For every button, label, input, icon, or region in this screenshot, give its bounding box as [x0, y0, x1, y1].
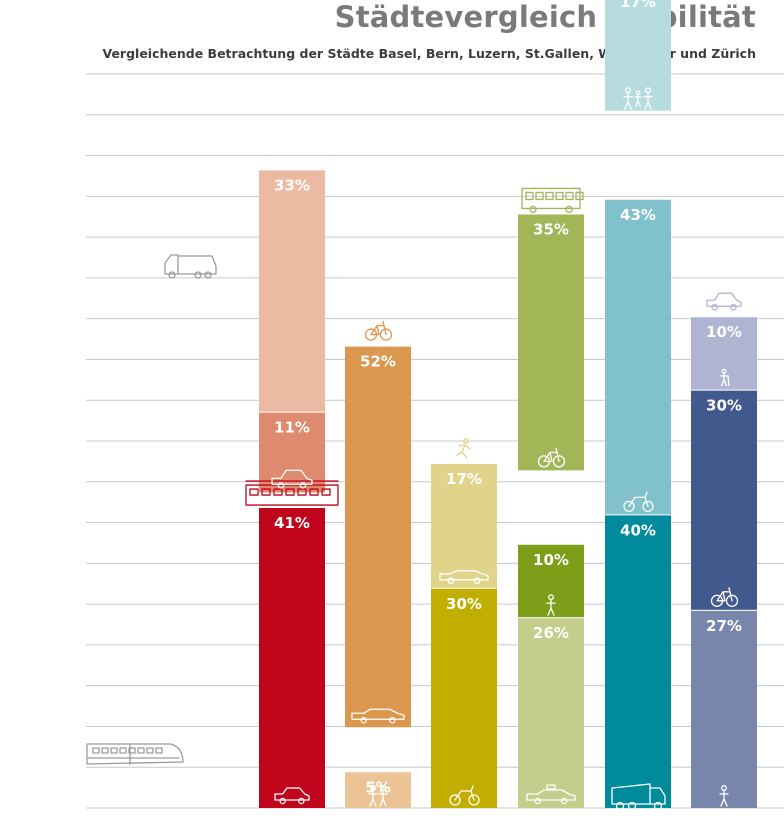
chart-subtitle: Vergleichende Betrachtung der Städte Bas… [102, 46, 756, 61]
segment-value-label: 33% [274, 176, 310, 194]
segment-value-label: 5% [365, 778, 390, 796]
bar-segment [259, 411, 325, 493]
minivan-icon [271, 469, 313, 489]
sedan-icon [351, 708, 405, 724]
small-car-icon [706, 292, 742, 311]
car-icon [274, 787, 310, 805]
bicycle-icon [364, 320, 393, 341]
segment-value-label: 35% [533, 220, 569, 238]
segment-value-label: 43% [620, 206, 656, 224]
bar-segments [259, 0, 757, 808]
segment-value-label: 10% [706, 323, 742, 341]
tram-icon [245, 480, 339, 506]
bar-segment [518, 213, 584, 471]
bar-segment [605, 514, 671, 808]
bar-segment [691, 609, 757, 808]
segment-value-label: 17% [620, 0, 656, 11]
bar-segment [605, 0, 671, 111]
taxi-icon [526, 784, 576, 805]
bar-segment [259, 169, 325, 412]
segment-value-label: 10% [533, 551, 569, 569]
bar-segment [345, 345, 411, 728]
segment-labels: 41% 11% 33% 5% 52% 30% 17% 26% 10% 35% 40% 43% 17% 27… [274, 0, 742, 796]
transport-icons [86, 87, 742, 811]
garbage-truck-icon [164, 254, 217, 279]
cement-truck-icon [611, 783, 666, 811]
bar-segment [431, 587, 497, 808]
moped-icon [623, 491, 654, 513]
segment-value-label: 30% [706, 397, 742, 415]
segment-value-label: 17% [446, 470, 482, 488]
scooter-icon [537, 447, 566, 468]
bar-segment [518, 617, 584, 808]
couple-icon [368, 785, 388, 807]
bar-segment [691, 389, 757, 610]
segment-value-label: 11% [274, 419, 310, 437]
segment-value-label: 52% [360, 353, 396, 371]
walking-cane-icon [720, 368, 730, 387]
walking-person-icon [719, 785, 729, 807]
segment-value-label: 41% [274, 514, 310, 532]
city-bike-icon [710, 587, 739, 607]
bar-segment [259, 507, 325, 808]
bar-segment [605, 198, 671, 515]
motorcycle-icon [449, 785, 480, 806]
train-icon [86, 743, 184, 765]
bar-segment [345, 771, 411, 808]
segment-value-label: 40% [620, 521, 656, 539]
chart-title: Städtevergleich Mobilität [334, 0, 756, 34]
sportscar-icon [439, 570, 489, 585]
family-icon [623, 87, 653, 110]
segment-value-label: 26% [533, 624, 569, 642]
bar-segment [431, 463, 497, 588]
runner-icon [456, 438, 471, 459]
pedestrian-icon [546, 594, 556, 616]
segment-value-label: 27% [706, 617, 742, 635]
segment-value-label: 30% [446, 595, 482, 613]
bus-icon [521, 187, 584, 214]
